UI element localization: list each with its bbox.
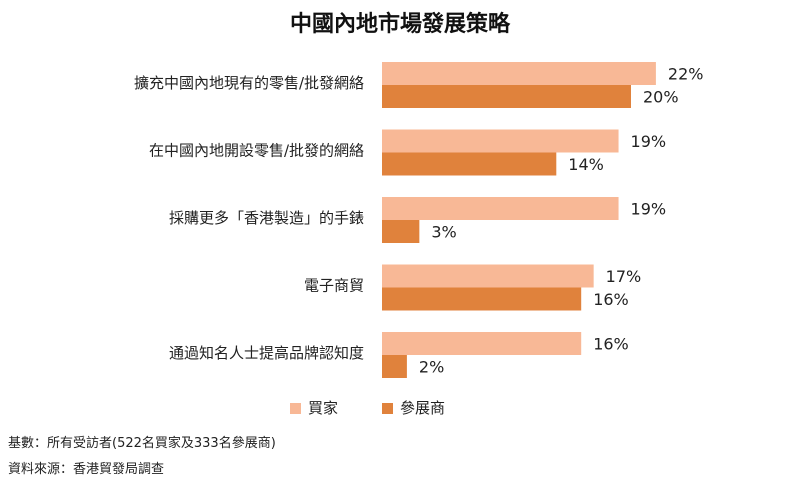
- category-label: 採購更多「香港製造」的手錶: [169, 209, 364, 227]
- bar-exhibitor: [382, 220, 420, 243]
- bar-exhibitor: [382, 152, 557, 176]
- bars-layer: 擴充中國內地現有的零售/批發網絡 22% 20% 在中國內地開設零售/批發的網絡 19%…: [134, 62, 704, 378]
- bar-buyer: [382, 129, 619, 153]
- legend-label: 參展商: [400, 399, 445, 417]
- data-label: 20%: [643, 88, 679, 107]
- data-label: 3%: [431, 223, 456, 242]
- chart-title: 中國內地市場發展策略: [289, 11, 510, 37]
- category-label: 通過知名人士提高品牌認知度: [169, 344, 364, 362]
- legend-swatch: [382, 403, 393, 414]
- bar-buyer: [382, 62, 656, 85]
- bar-buyer: [382, 197, 619, 220]
- data-label: 19%: [631, 132, 667, 151]
- bar-exhibitor: [382, 355, 407, 378]
- category-label: 電子商貿: [304, 277, 364, 295]
- bar-buyer: [382, 264, 594, 288]
- category-label: 擴充中國內地現有的零售/批發網絡: [134, 74, 364, 92]
- legend-swatch: [290, 403, 301, 414]
- data-label: 16%: [593, 290, 629, 309]
- data-label: 14%: [568, 155, 604, 174]
- data-label: 19%: [631, 200, 667, 219]
- bar-exhibitor: [382, 85, 631, 108]
- category-label: 在中國內地開設零售/批發的網絡: [149, 142, 364, 160]
- bar-buyer: [382, 332, 582, 355]
- data-label: 17%: [606, 267, 642, 286]
- bar-exhibitor: [382, 287, 582, 311]
- legend-label: 買家: [308, 399, 338, 417]
- data-label: 2%: [419, 358, 444, 377]
- footnote-base: 基數：所有受訪者(522名買家及333名參展商): [8, 436, 276, 451]
- footnote-source: 資料來源：香港貿發局調查: [8, 462, 165, 477]
- data-label: 22%: [668, 65, 704, 84]
- data-label: 16%: [593, 335, 629, 354]
- legend: 買家 參展商: [290, 399, 445, 417]
